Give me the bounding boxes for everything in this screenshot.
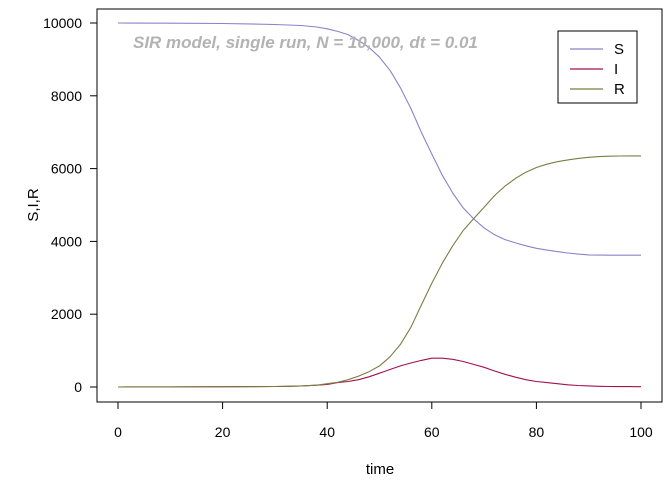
series-line-r bbox=[117, 155, 641, 388]
x-tick-label: 40 bbox=[319, 424, 335, 440]
y-tick-label: 10000 bbox=[43, 15, 82, 31]
series-line-s bbox=[117, 22, 641, 256]
legend-label-s: S bbox=[614, 41, 624, 58]
x-tick-label: 0 bbox=[114, 424, 122, 440]
legend-label-i: I bbox=[614, 61, 618, 78]
x-tick-label: 100 bbox=[629, 424, 653, 440]
y-tick-label: 4000 bbox=[51, 233, 82, 249]
legend-box bbox=[557, 30, 638, 104]
legend-label-r: R bbox=[614, 81, 625, 98]
x-tick-label: 20 bbox=[215, 424, 231, 440]
y-tick-label: 6000 bbox=[51, 161, 82, 177]
y-axis-title: S,I,R bbox=[25, 188, 42, 222]
x-tick-label: 60 bbox=[424, 424, 440, 440]
x-axis-title: time bbox=[366, 461, 394, 478]
series-line-i bbox=[117, 357, 642, 388]
y-tick-label: 2000 bbox=[51, 306, 82, 322]
y-tick-label: 0 bbox=[74, 379, 82, 395]
y-tick-label: 8000 bbox=[51, 88, 82, 104]
chart-annotation: SIR model, single run, N = 10,000, dt = … bbox=[133, 33, 478, 52]
plot-frame bbox=[96, 8, 663, 403]
x-tick-label: 80 bbox=[529, 424, 545, 440]
legend: SIR bbox=[557, 30, 638, 104]
